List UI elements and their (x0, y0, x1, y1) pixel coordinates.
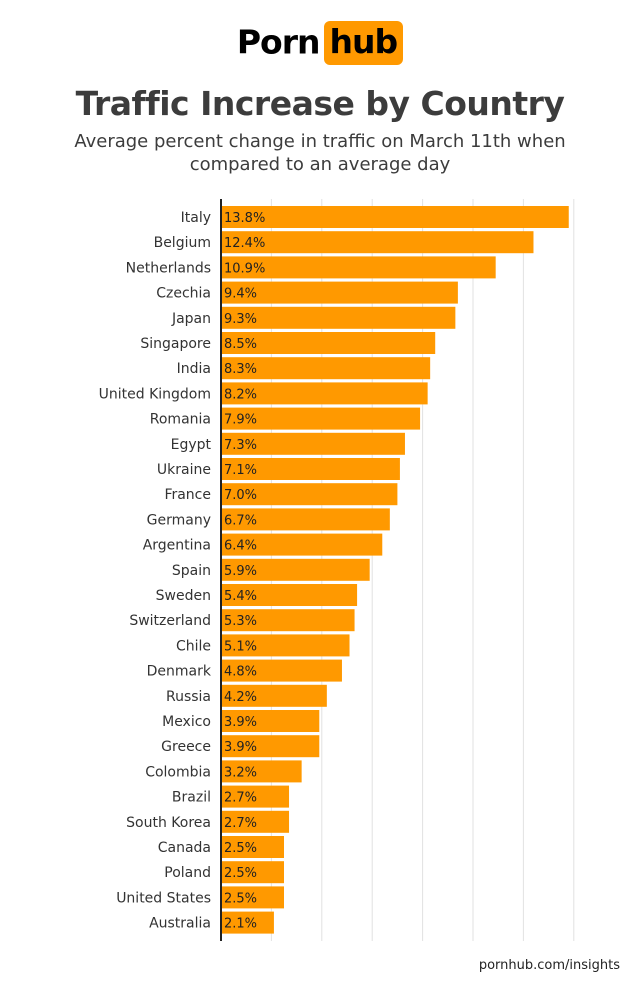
value-label: 8.2% (224, 387, 257, 402)
brand-logo: Porn hub (0, 18, 640, 66)
bar (221, 659, 342, 682)
bar (221, 911, 274, 934)
bar (221, 785, 290, 808)
category-label: Singapore (140, 336, 211, 352)
category-label: Greece (161, 739, 211, 755)
value-label: 2.5% (224, 841, 257, 856)
bar (221, 432, 405, 455)
category-label: United Kingdom (99, 386, 211, 402)
value-label: 13.8% (224, 211, 265, 226)
category-label: Ukraine (157, 462, 211, 478)
category-label: Netherlands (126, 260, 211, 276)
value-label: 6.4% (224, 539, 257, 554)
bar-chart: Italy 13.8% Belgium 12.4% Netherlands 10.9% Cz… (99, 199, 575, 941)
logo-right-text: hub (323, 20, 404, 65)
value-label: 7.1% (224, 463, 257, 478)
bar (221, 886, 284, 909)
value-label: 8.3% (224, 362, 257, 377)
bar (221, 483, 398, 506)
value-label: 10.9% (224, 261, 265, 276)
category-label: Japan (171, 311, 211, 327)
bar (221, 382, 428, 405)
category-label: Egypt (171, 437, 212, 453)
category-label: Czechia (156, 286, 211, 302)
category-label: Australia (149, 916, 211, 932)
value-label: 5.9% (224, 564, 257, 579)
category-label: Chile (176, 638, 211, 654)
bar (221, 508, 390, 531)
category-label: Sweden (156, 588, 211, 604)
bar (221, 861, 284, 884)
category-label: Argentina (143, 538, 211, 554)
chart-subtitle: Average percent change in traffic on Mar… (74, 131, 566, 175)
category-label: United States (116, 890, 211, 906)
value-label: 5.3% (224, 614, 257, 629)
source-footer: pornhub.com/insights (478, 958, 620, 973)
value-label: 7.0% (224, 488, 257, 503)
category-label: Romania (150, 412, 211, 428)
category-label: Switzerland (129, 613, 211, 629)
category-label: Russia (166, 689, 211, 705)
bar (221, 836, 284, 858)
value-label: 3.9% (224, 740, 257, 755)
category-label: Spain (172, 563, 211, 579)
value-label: 2.5% (224, 866, 257, 881)
category-label: Poland (164, 865, 211, 881)
bar (221, 609, 355, 632)
bar (221, 306, 456, 329)
bar (221, 533, 383, 556)
value-label: 8.5% (224, 337, 257, 352)
value-label: 12.4% (224, 236, 265, 251)
category-label: South Korea (126, 815, 211, 831)
category-label: France (164, 487, 211, 503)
bar (221, 760, 302, 783)
bar (221, 256, 496, 279)
value-label: 5.1% (224, 639, 257, 654)
value-label: 6.7% (224, 513, 257, 528)
value-label: 2.1% (224, 917, 257, 932)
bar (221, 206, 569, 228)
bar (221, 810, 290, 833)
bar (221, 558, 370, 581)
value-label: 9.3% (224, 312, 257, 327)
value-label: 7.3% (224, 438, 257, 453)
bar (221, 357, 431, 380)
value-label: 7.9% (224, 413, 257, 428)
category-label: Mexico (162, 714, 211, 730)
category-label: India (177, 361, 211, 377)
bar (221, 332, 436, 354)
value-label: 2.7% (224, 791, 257, 806)
chart-title: Traffic Increase by Country (75, 84, 565, 123)
bar (221, 584, 358, 606)
bar (221, 231, 534, 254)
bar (221, 281, 458, 304)
category-label: Canada (158, 840, 211, 856)
value-label: 4.2% (224, 690, 257, 705)
bar (221, 407, 421, 430)
bar (221, 710, 320, 732)
value-label: 4.8% (224, 665, 257, 680)
bar (221, 684, 327, 707)
category-label: Belgium (154, 235, 211, 251)
bar (221, 458, 400, 480)
value-label: 2.5% (224, 891, 257, 906)
value-label: 3.9% (224, 715, 257, 730)
category-label: Germany (147, 512, 211, 528)
category-label: Brazil (172, 790, 211, 806)
value-label: 9.4% (224, 287, 257, 302)
category-label: Italy (181, 210, 211, 226)
category-label: Colombia (145, 764, 211, 780)
value-label: 2.7% (224, 816, 257, 831)
bar (221, 735, 320, 758)
value-label: 3.2% (224, 765, 257, 780)
bar (221, 634, 350, 657)
category-label: Denmark (147, 664, 212, 680)
value-label: 5.4% (224, 589, 257, 604)
logo-left-text: Porn (236, 22, 321, 62)
